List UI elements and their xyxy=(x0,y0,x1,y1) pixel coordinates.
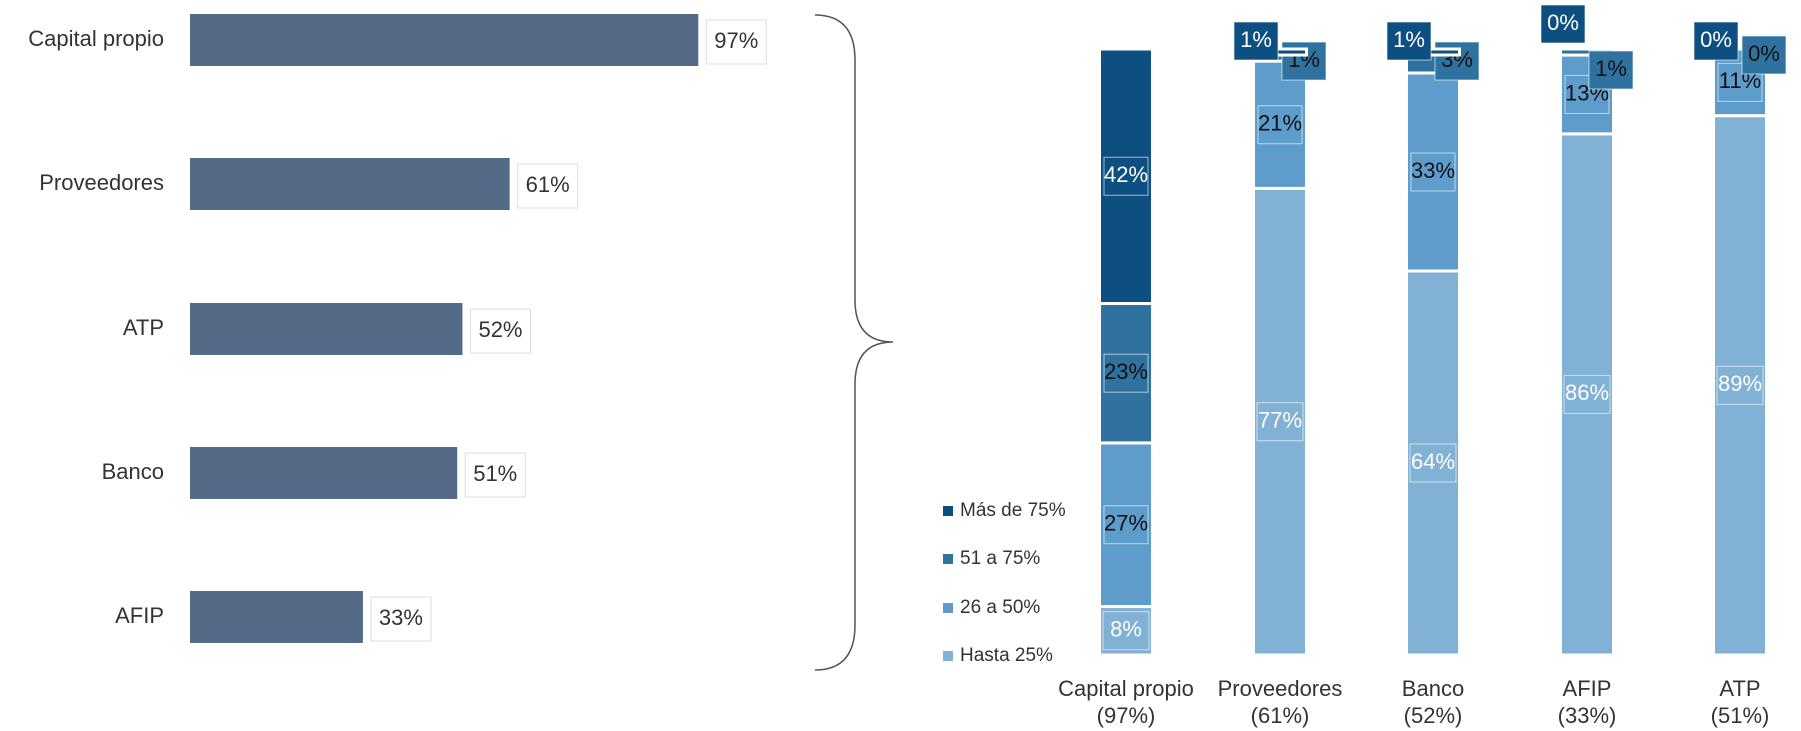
legend-swatch xyxy=(943,506,953,516)
value-label: 42% xyxy=(1104,162,1148,187)
legend-swatch xyxy=(943,651,953,661)
value-label: 0% xyxy=(1547,10,1579,35)
legend-swatch xyxy=(943,603,953,613)
label-box xyxy=(464,452,526,498)
label-box xyxy=(1257,105,1303,145)
bar xyxy=(190,158,510,210)
category-label-line: (33%) xyxy=(1558,703,1617,728)
value-label: 1% xyxy=(1393,27,1425,52)
legend-label: 26 a 50% xyxy=(960,597,1040,618)
value-label: 1% xyxy=(1595,56,1627,81)
value-label: 89% xyxy=(1718,371,1762,396)
label-box xyxy=(1409,443,1457,483)
label-box xyxy=(1693,21,1739,61)
label-box xyxy=(1540,4,1586,44)
category-label-line: (97%) xyxy=(1097,703,1156,728)
value-label: 21% xyxy=(1258,111,1302,136)
label-box xyxy=(1410,152,1456,192)
label-box xyxy=(1386,21,1432,61)
value-label: 23% xyxy=(1104,359,1148,384)
category-label: Capital propio xyxy=(28,26,164,51)
bar xyxy=(190,14,699,66)
legend-label: Más de 75% xyxy=(960,500,1066,521)
category-label-line: Banco xyxy=(1402,676,1464,701)
label-box xyxy=(1588,50,1634,90)
value-label: 61% xyxy=(526,172,570,197)
category-label: AFIP xyxy=(115,603,164,628)
value-label: 33% xyxy=(379,605,423,630)
legend-label: 51 a 75% xyxy=(960,548,1040,569)
value-label: 86% xyxy=(1565,380,1609,405)
category-label-line: Capital propio xyxy=(1058,676,1194,701)
label-box xyxy=(1741,35,1787,75)
category-label: Banco xyxy=(102,459,164,484)
bar xyxy=(190,591,363,643)
category-label-line: (61%) xyxy=(1251,703,1310,728)
category-label-line: ATP xyxy=(1719,676,1760,701)
category-label-line: (52%) xyxy=(1404,703,1463,728)
label-box xyxy=(1103,353,1149,393)
value-label: 33% xyxy=(1411,158,1455,183)
value-label: 8% xyxy=(1110,617,1142,642)
value-label: 0% xyxy=(1748,41,1780,66)
bar xyxy=(190,303,463,355)
label-box xyxy=(1103,505,1149,545)
legend-label: Hasta 25% xyxy=(960,645,1053,666)
value-label: 97% xyxy=(714,28,758,53)
value-label: 1% xyxy=(1240,27,1272,52)
category-label-line: AFIP xyxy=(1563,676,1612,701)
value-label: 52% xyxy=(478,317,522,342)
category-label: Proveedores xyxy=(39,170,164,195)
category-label-line: Proveedores xyxy=(1218,676,1343,701)
category-label: Capital propio (97%) xyxy=(1058,676,1194,728)
value-label: 51% xyxy=(473,461,517,486)
bar xyxy=(190,447,458,499)
label-box xyxy=(469,308,531,354)
label-box xyxy=(1563,374,1611,414)
brace xyxy=(814,14,894,671)
value-label: 0% xyxy=(1700,27,1732,52)
category-label: ATP (51%) xyxy=(1711,676,1770,728)
category-label-line: (51%) xyxy=(1711,703,1770,728)
category-label: AFIP (33%) xyxy=(1558,676,1617,728)
category-label: Banco (52%) xyxy=(1402,676,1464,728)
label-box xyxy=(705,19,767,65)
label-box xyxy=(370,596,432,642)
value-label: 64% xyxy=(1411,449,1455,474)
label-box xyxy=(1256,402,1304,442)
label-box xyxy=(517,163,579,209)
legend-swatch xyxy=(943,554,953,564)
label-box xyxy=(1103,156,1149,196)
category-label: Proveedores (61%) xyxy=(1218,676,1343,728)
value-label: 27% xyxy=(1104,511,1148,536)
value-label: 77% xyxy=(1258,408,1302,433)
label-box xyxy=(1233,21,1279,61)
label-box xyxy=(1102,611,1150,651)
category-label: ATP xyxy=(123,315,164,340)
label-box xyxy=(1716,365,1764,405)
